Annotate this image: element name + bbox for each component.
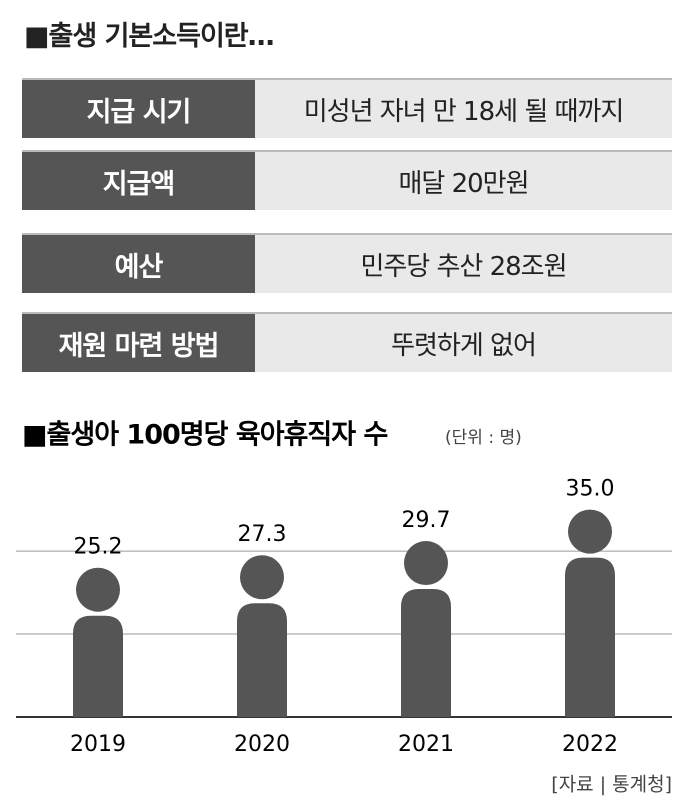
info-value: 미성년 자녀 만 18세 될 때까지 <box>255 80 672 138</box>
value-label: 27.3 <box>238 522 287 547</box>
person-bar <box>401 541 451 717</box>
value-label: 35.0 <box>566 477 615 502</box>
info-row: 재원 마련 방법 뚜렷하게 없어 <box>22 312 672 372</box>
info-row: 지급액 매달 20만원 <box>22 150 672 210</box>
x-tick-label: 2021 <box>398 732 454 757</box>
value-label: 29.7 <box>402 508 451 533</box>
person-bar <box>237 555 287 717</box>
value-label: 25.2 <box>74 535 123 560</box>
info-title: ■출생 기본소득이란… <box>24 21 275 52</box>
person-bar <box>73 567 123 717</box>
info-row: 지급 시기 미성년 자녀 만 18세 될 때까지 <box>22 78 672 138</box>
x-tick-label: 2022 <box>562 732 618 757</box>
info-label: 예산 <box>22 235 255 293</box>
x-tick-label: 2020 <box>234 732 290 757</box>
info-value: 뚜렷하게 없어 <box>255 314 672 372</box>
info-row: 예산 민주당 추산 28조원 <box>22 233 672 293</box>
person-bar <box>565 509 615 717</box>
info-label: 재원 마련 방법 <box>22 314 255 372</box>
chart-subtitle: (단위 : 명) <box>445 428 522 448</box>
info-label: 지급액 <box>22 152 255 210</box>
x-tick-label: 2019 <box>70 732 126 757</box>
source: [자료 | 통계청] <box>551 774 672 796</box>
info-label: 지급 시기 <box>22 80 255 138</box>
info-value: 민주당 추산 28조원 <box>255 235 672 293</box>
chart-title: ■출생아 100명당 육아휴직자 수 <box>22 420 387 451</box>
info-value: 매달 20만원 <box>255 152 672 210</box>
